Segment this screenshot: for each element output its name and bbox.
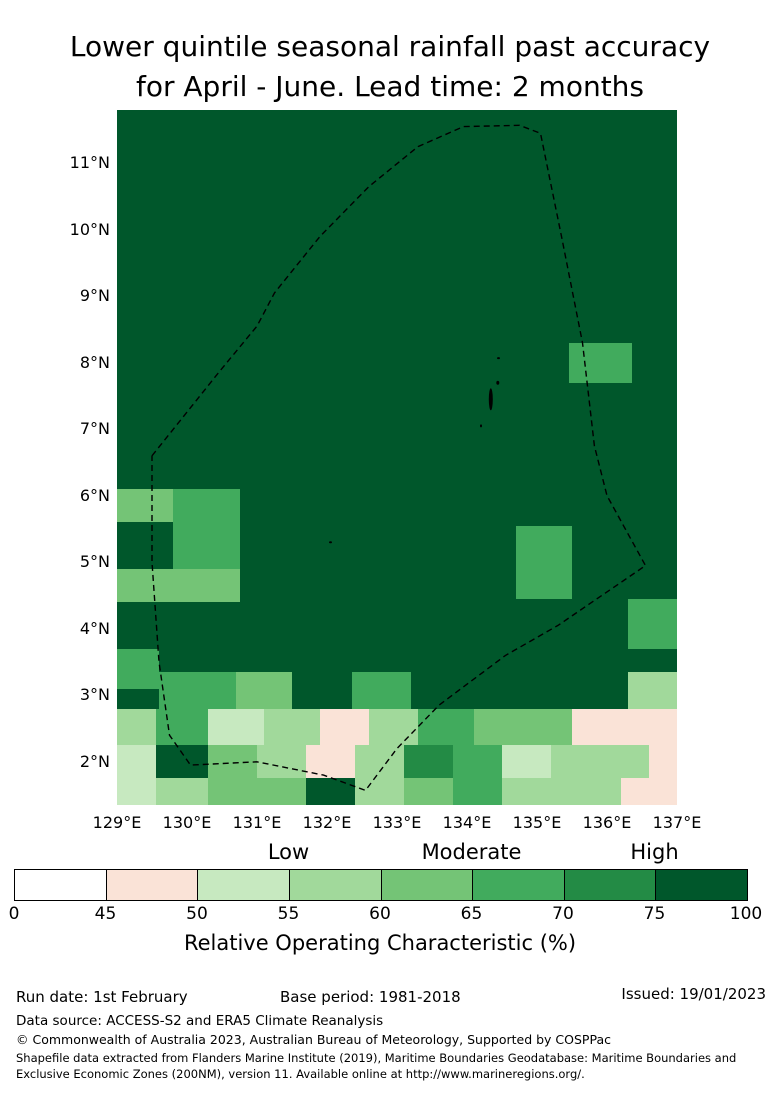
- colorbar-category-label: Moderate: [421, 840, 522, 864]
- shapefile-note-text: Shapefile data extracted from Flanders M…: [16, 1051, 737, 1081]
- map-cell: [117, 745, 156, 779]
- island-shape: [497, 357, 500, 360]
- map-cell: [453, 778, 502, 805]
- colorbar-segment-70-75: [564, 870, 657, 900]
- colorbar-tick-label: 75: [643, 904, 666, 924]
- y-axis-tick-label: 3°N: [79, 685, 110, 705]
- colorbar-segment-75-100: [656, 870, 747, 900]
- map-cell: [264, 708, 320, 746]
- map-cell: [257, 745, 306, 779]
- chart-title-line-2: for April - June. Lead time: 2 months: [135, 70, 645, 103]
- island-shape: [496, 380, 500, 385]
- colorbar-tick-label: 0: [8, 904, 20, 924]
- y-axis-tick-label: 2°N: [79, 751, 110, 771]
- colorbar-segment-50-55: [198, 870, 290, 900]
- y-axis-tick-label: 5°N: [79, 552, 110, 572]
- map-cell: [117, 778, 156, 805]
- map-cell: [568, 342, 632, 383]
- colorbar-tick-label: 50: [186, 904, 208, 924]
- map-cell: [208, 778, 306, 805]
- map-cell: [117, 708, 156, 746]
- map-plot: [117, 110, 677, 805]
- map-cell: [320, 708, 369, 746]
- map-overlay: [151, 124, 647, 792]
- colorbar-category-label: High: [630, 840, 679, 864]
- island-shape: [488, 388, 493, 411]
- x-axis-tick-label: 134°E: [442, 813, 492, 832]
- copyright-text: © Commonwealth of Australia 2023, Austra…: [16, 1032, 611, 1047]
- map-cell: [155, 708, 208, 746]
- y-axis-tick-label: 11°N: [69, 153, 110, 173]
- colorbar-tick-label: 45: [94, 904, 117, 924]
- colorbar-tick-label: 55: [277, 904, 300, 924]
- map-cell: [159, 671, 236, 712]
- map-cell: [628, 671, 677, 709]
- issued-date-text: Issued: 19/01/2023: [621, 985, 766, 1003]
- colorbar-axis-label: Relative Operating Characteristic (%): [183, 931, 577, 955]
- exclusive-economic-zone-dashed-boundary: [151, 124, 647, 792]
- map-cell: [628, 708, 677, 746]
- map-cell: [404, 745, 453, 779]
- map-cell: [117, 648, 159, 689]
- colorbar-tick-label: 100: [729, 904, 763, 924]
- run-date-text: Run date: 1st February: [16, 988, 188, 1006]
- y-axis-tick-label: 4°N: [79, 618, 110, 638]
- map-cell: [369, 708, 418, 746]
- map-cell: [572, 708, 628, 746]
- x-axis-tick-label: 135°E: [512, 813, 562, 832]
- x-axis-tick-label: 137°E: [652, 813, 702, 832]
- map-cell: [208, 708, 264, 746]
- colorbar-segment-45-50: [106, 870, 199, 900]
- colorbar-segment-0-45: [15, 870, 107, 900]
- map-cell: [351, 671, 411, 712]
- colorbar: [14, 869, 748, 901]
- base-period-text: Base period: 1981-2018: [280, 988, 461, 1006]
- x-axis-tick-label: 131°E: [232, 813, 282, 832]
- island-shape: [329, 541, 332, 544]
- island-shape: [480, 424, 482, 428]
- x-axis-tick-label: 130°E: [162, 813, 212, 832]
- map-cell: [502, 778, 621, 805]
- map-cell: [628, 598, 677, 649]
- y-axis-tick-label: 9°N: [79, 286, 110, 306]
- x-axis-tick-label: 129°E: [92, 813, 142, 832]
- map-cell: [404, 778, 453, 805]
- chart-title-line-1: Lower quintile seasonal rainfall past ac…: [69, 30, 711, 63]
- map-cell: [236, 671, 292, 712]
- colorbar-segment-55-60: [289, 870, 382, 900]
- x-axis-tick-label: 133°E: [372, 813, 422, 832]
- map-cell: [355, 778, 404, 805]
- y-axis-tick-label: 8°N: [79, 352, 110, 372]
- map-cell: [474, 708, 572, 746]
- colorbar-segment-60-65: [381, 870, 474, 900]
- colorbar-tick-label: 65: [460, 904, 483, 924]
- map-cell: [155, 778, 208, 805]
- map-cell: [453, 745, 502, 779]
- y-axis-tick-label: 7°N: [79, 419, 110, 439]
- colorbar-tick-label: 70: [552, 904, 574, 924]
- map-cell: [502, 745, 551, 779]
- map-cell: [621, 778, 677, 805]
- map-cell: [117, 568, 240, 603]
- map-cell: [516, 525, 572, 599]
- x-axis-tick-label: 132°E: [302, 813, 352, 832]
- map-cell: [418, 708, 474, 746]
- colorbar-segment-65-70: [473, 870, 565, 900]
- y-axis-tick-label: 6°N: [79, 485, 110, 505]
- y-axis-tick-label: 10°N: [69, 219, 110, 239]
- map-cell: [173, 489, 240, 569]
- map-cell: [551, 745, 649, 779]
- x-axis-tick-label: 136°E: [582, 813, 632, 832]
- map-cell: [649, 745, 677, 779]
- colorbar-category-label: Low: [267, 840, 310, 864]
- map-cell: [355, 745, 404, 779]
- data-source-text: Data source: ACCESS-S2 and ERA5 Climate …: [16, 1013, 384, 1029]
- colorbar-tick-label: 60: [369, 904, 391, 924]
- map-cell: [208, 745, 257, 779]
- map-cell: [117, 489, 173, 523]
